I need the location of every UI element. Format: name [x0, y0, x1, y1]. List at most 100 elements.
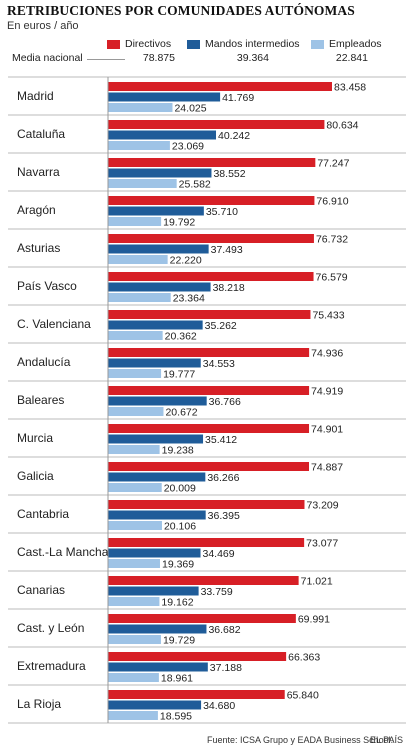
- bar-2: [108, 673, 159, 682]
- bar-0: [108, 120, 325, 129]
- bar-2: [108, 635, 161, 644]
- data-label: 19.792: [163, 217, 195, 229]
- data-label: 75.433: [312, 310, 344, 322]
- media-nacional-directivos: 78.875: [142, 52, 175, 64]
- bar-1: [108, 548, 201, 558]
- bar-1: [108, 320, 203, 330]
- source-note: Fuente: ICSA Grupo y EADA Business Schoo…: [207, 735, 394, 745]
- data-label: 35.262: [205, 320, 237, 332]
- bar-1: [108, 662, 208, 672]
- bar-1: [108, 130, 217, 140]
- data-label: 18.595: [160, 711, 192, 723]
- data-label: 33.759: [201, 586, 233, 598]
- data-label: 34.553: [203, 358, 235, 370]
- data-label: 74.936: [311, 348, 343, 360]
- bar-1: [108, 472, 206, 482]
- data-label: 76.732: [316, 234, 348, 246]
- media-nacional-leader-line: [87, 59, 125, 60]
- legend-label-directivos: Directivos: [125, 38, 172, 50]
- data-label: 83.458: [334, 82, 366, 94]
- bar-0: [108, 348, 310, 357]
- bar-2: [108, 369, 162, 378]
- category-label: Cataluña: [17, 127, 65, 141]
- media-nacional-mandos: 39.364: [236, 52, 269, 64]
- data-label: 20.672: [165, 407, 197, 419]
- category-label: Canarias: [17, 583, 65, 597]
- data-label: 19.777: [163, 369, 195, 381]
- category-label: Aragón: [17, 203, 56, 217]
- bar-1: [108, 282, 211, 292]
- data-label: 73.077: [306, 538, 338, 550]
- bar-0: [108, 614, 296, 623]
- bar-1: [108, 586, 199, 596]
- data-label: 23.364: [173, 293, 205, 305]
- bar-2: [108, 597, 160, 606]
- bar-1: [108, 168, 212, 178]
- category-label: Cantabria: [17, 507, 69, 521]
- bar-0: [108, 576, 299, 585]
- data-label: 36.766: [209, 396, 241, 408]
- category-label: La Rioja: [17, 697, 61, 711]
- bar-2: [108, 407, 164, 416]
- media-nacional-empleados: 22.841: [335, 52, 368, 64]
- bar-2: [108, 483, 162, 492]
- data-label: 18.961: [161, 673, 193, 685]
- bar-1: [108, 206, 204, 216]
- bar-2: [108, 711, 158, 720]
- bar-2: [108, 217, 162, 226]
- data-label: 19.369: [162, 559, 194, 571]
- bar-2: [108, 141, 170, 150]
- data-label: 36.266: [207, 472, 239, 484]
- data-label: 36.395: [208, 510, 240, 522]
- bar-0: [108, 690, 285, 699]
- data-label: 35.412: [205, 434, 237, 446]
- category-label: Madrid: [17, 89, 54, 103]
- legend-label-mandos: Mandos intermedios: [205, 38, 300, 50]
- bar-0: [108, 424, 310, 433]
- bar-2: [108, 255, 168, 264]
- data-label: 34.469: [203, 548, 235, 560]
- legend-item-mandos: Mandos intermedios: [187, 38, 300, 50]
- credit-note: EL PAÍS: [370, 735, 404, 745]
- data-label: 38.218: [213, 282, 245, 294]
- data-label: 65.840: [287, 690, 319, 702]
- category-label: Galicia: [17, 469, 54, 483]
- category-label: Murcia: [17, 431, 53, 445]
- data-label: 36.682: [208, 624, 240, 636]
- data-label: 22.220: [170, 255, 202, 267]
- bar-0: [108, 652, 287, 661]
- data-label: 23.069: [172, 141, 204, 153]
- bar-0: [108, 196, 315, 205]
- data-label: 40.242: [218, 130, 250, 142]
- legend-swatch-empleados: [311, 39, 324, 49]
- bar-0: [108, 538, 305, 547]
- category-label: Asturias: [17, 241, 60, 255]
- category-label: Cast.-La Mancha: [17, 545, 109, 559]
- data-label: 74.887: [311, 462, 343, 474]
- legend-item-directivos: Directivos: [107, 38, 171, 50]
- bar-1: [108, 510, 206, 520]
- data-label: 20.009: [164, 483, 196, 495]
- bar-2: [108, 521, 162, 530]
- bar-0: [108, 386, 310, 395]
- bar-1: [108, 396, 207, 406]
- legend-label-empleados: Empleados: [329, 38, 382, 50]
- legend-swatch-mandos: [187, 39, 200, 49]
- bar-0: [108, 234, 314, 243]
- data-label: 41.769: [222, 92, 254, 104]
- data-label: 35.710: [206, 206, 238, 218]
- bar-0: [108, 310, 311, 319]
- chart-title: RETRIBUCIONES POR COMUNIDADES AUTÓNOMAS: [7, 3, 355, 18]
- bar-0: [108, 272, 314, 281]
- data-label: 19.729: [163, 635, 195, 647]
- data-label: 74.901: [311, 424, 343, 436]
- bar-2: [108, 293, 171, 302]
- data-label: 25.582: [179, 179, 211, 191]
- bar-0: [108, 158, 316, 167]
- data-label: 19.238: [162, 445, 194, 457]
- bar-1: [108, 358, 201, 368]
- category-label: País Vasco: [17, 279, 77, 293]
- data-label: 20.362: [165, 331, 197, 343]
- category-label: Baleares: [17, 393, 64, 407]
